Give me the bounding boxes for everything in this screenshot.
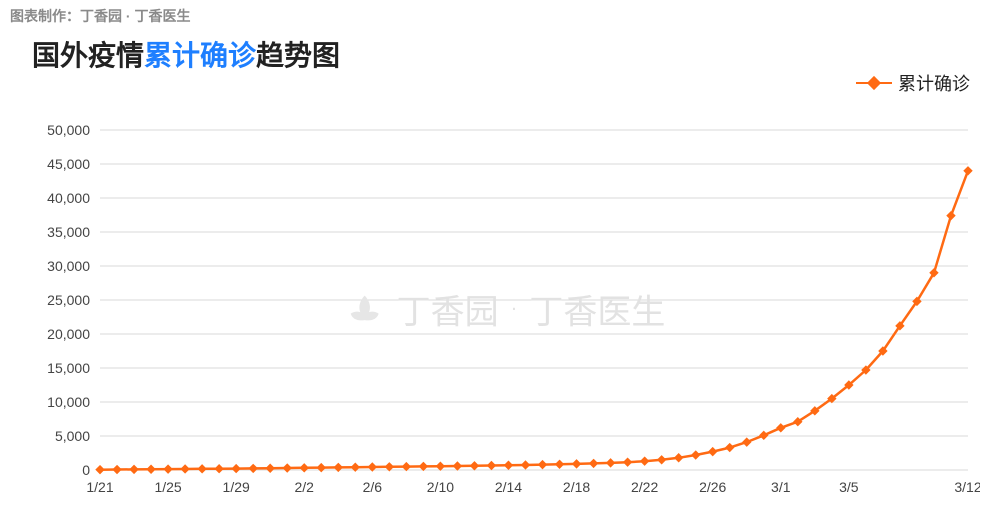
data-point bbox=[607, 459, 615, 467]
data-point bbox=[658, 456, 666, 464]
data-point bbox=[232, 465, 240, 473]
chart-svg: 0 5,000 10,000 15,000 20,000 25,000 30,000 35,0… bbox=[30, 120, 980, 510]
x-tick-label: 1/21 bbox=[86, 479, 113, 495]
legend: 累计确诊 bbox=[856, 70, 970, 96]
x-tick-label: 2/10 bbox=[427, 479, 454, 495]
data-point bbox=[709, 448, 717, 456]
x-tick-label: 2/22 bbox=[631, 479, 658, 495]
data-point bbox=[726, 444, 734, 452]
y-tick-label: 30,000 bbox=[47, 258, 90, 274]
x-tick-label: 2/6 bbox=[363, 479, 383, 495]
data-point bbox=[675, 454, 683, 462]
data-point bbox=[521, 461, 529, 469]
y-tick-label: 10,000 bbox=[47, 394, 90, 410]
data-point bbox=[453, 462, 461, 470]
data-point bbox=[402, 463, 410, 471]
data-point bbox=[147, 465, 155, 473]
data-point bbox=[249, 464, 257, 472]
x-tick-label: 1/25 bbox=[154, 479, 181, 495]
y-tick-label: 35,000 bbox=[47, 224, 90, 240]
title-post: 趋势图 bbox=[256, 40, 340, 71]
data-point bbox=[96, 466, 104, 474]
x-tick-label: 2/2 bbox=[295, 479, 315, 495]
x-tick-label: 3/5 bbox=[839, 479, 859, 495]
data-point bbox=[283, 464, 291, 472]
legend-label: 累计确诊 bbox=[898, 70, 970, 96]
data-point bbox=[266, 464, 274, 472]
data-point bbox=[964, 167, 972, 175]
x-tick-label: 3/1 bbox=[771, 479, 791, 495]
title-highlight: 累计确诊 bbox=[144, 40, 256, 71]
data-point bbox=[573, 460, 581, 468]
title-pre: 国外疫情 bbox=[32, 40, 144, 71]
data-point bbox=[130, 465, 138, 473]
data-point bbox=[436, 462, 444, 470]
data-point bbox=[300, 464, 308, 472]
data-point bbox=[777, 424, 785, 432]
y-tick-label: 50,000 bbox=[47, 122, 90, 138]
legend-marker bbox=[856, 78, 892, 88]
data-point bbox=[113, 466, 121, 474]
data-point bbox=[641, 457, 649, 465]
data-point bbox=[181, 465, 189, 473]
data-point bbox=[164, 465, 172, 473]
data-point bbox=[215, 465, 223, 473]
y-tick-label: 5,000 bbox=[55, 428, 90, 444]
chart-area: 丁香园 · 丁香医生 05,00010,00015,00020,00025,00… bbox=[30, 120, 980, 510]
data-point bbox=[198, 465, 206, 473]
data-point bbox=[487, 462, 495, 470]
data-point bbox=[743, 438, 751, 446]
y-tick-label: 0 bbox=[82, 462, 90, 478]
data-point bbox=[692, 451, 700, 459]
data-point bbox=[556, 460, 564, 468]
y-tick-label: 20,000 bbox=[47, 326, 90, 342]
y-tick-label: 25,000 bbox=[47, 292, 90, 308]
x-tick-label: 2/14 bbox=[495, 479, 522, 495]
y-tick-label: 15,000 bbox=[47, 360, 90, 376]
y-tick-label: 45,000 bbox=[47, 156, 90, 172]
data-point bbox=[947, 212, 955, 220]
x-tick-label: 1/29 bbox=[223, 479, 250, 495]
x-tick-label: 2/26 bbox=[699, 479, 726, 495]
data-point bbox=[624, 458, 632, 466]
data-point bbox=[590, 459, 598, 467]
x-tick-label: 3/12 bbox=[954, 479, 980, 495]
data-point bbox=[470, 462, 478, 470]
x-tick-label: 2/18 bbox=[563, 479, 590, 495]
series-line bbox=[100, 171, 968, 470]
data-point bbox=[539, 461, 547, 469]
data-point bbox=[760, 431, 768, 439]
y-tick-label: 40,000 bbox=[47, 190, 90, 206]
data-point bbox=[504, 461, 512, 469]
chart-title: 国外疫情累计确诊趋势图 bbox=[32, 34, 340, 74]
data-point bbox=[419, 462, 427, 470]
credit-text: 图表制作：丁香园 · 丁香医生 bbox=[10, 6, 190, 26]
